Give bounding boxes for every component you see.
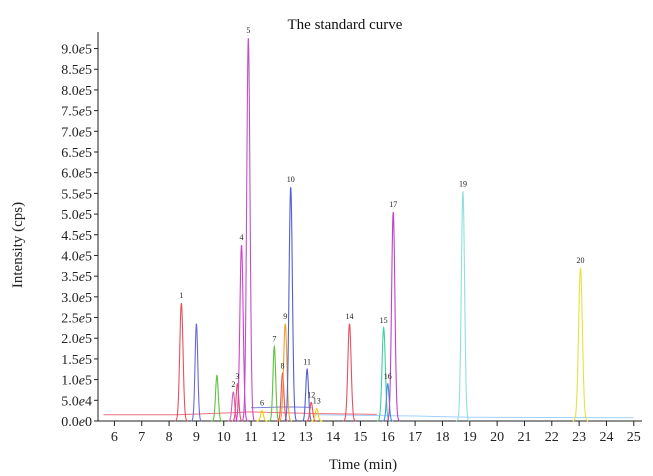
axis-layer: 6 7 8 9 10 11 12 13 14 15 16 17 18 19 20 21 22 23 24 250.0e…: [61, 32, 642, 445]
x-tick-label: 18: [435, 430, 449, 445]
x-axis-title: Time (min): [329, 457, 397, 473]
peak-trace: [268, 344, 280, 422]
peak-label: 4: [240, 233, 244, 242]
peak-trace: [301, 367, 313, 422]
peak-label: 5: [246, 26, 250, 35]
peak-label: 15: [380, 316, 388, 325]
x-tick-label: 8: [166, 430, 173, 445]
y-tick-label: 6.0e5: [61, 167, 92, 182]
peak-label: 1: [179, 291, 183, 300]
x-tick-label: 20: [490, 430, 504, 445]
peak-label: 6: [260, 399, 264, 408]
peak-trace: [386, 211, 400, 422]
y-tick-label: 8.5e5: [61, 63, 92, 78]
peak-trace: [572, 267, 589, 422]
y-axis-title: Intensity (cps): [10, 202, 26, 288]
peak-trace: [227, 391, 239, 422]
peak-trace: [256, 410, 268, 422]
peak-label: 2: [231, 380, 235, 389]
x-tick-label: 25: [627, 430, 641, 445]
x-tick-label: 17: [408, 430, 422, 445]
x-tick-label: 21: [517, 430, 531, 445]
peak-label: 14: [345, 312, 353, 321]
y-tick-label: 2.0e5: [61, 332, 92, 347]
peak-trace: [231, 382, 243, 422]
x-tick-label: 11: [244, 430, 257, 445]
y-tick-label: 8.0e5: [61, 84, 92, 99]
peak-label: 9: [283, 312, 287, 321]
peak-trace: [174, 302, 189, 422]
y-tick-label: 4.5e5: [61, 229, 92, 244]
x-tick-label: 6: [111, 430, 118, 445]
baseline-trace: [103, 411, 377, 416]
peak-trace: [456, 191, 470, 422]
x-tick-label: 13: [299, 430, 313, 445]
peak-label: 10: [287, 175, 295, 184]
peak-trace: [305, 401, 317, 422]
x-tick-label: 12: [271, 430, 285, 445]
baseline-trace: [313, 414, 634, 419]
x-tick-label: 9: [193, 430, 200, 445]
peak-trace: [277, 372, 289, 422]
peak-trace: [342, 323, 357, 422]
x-tick-label: 22: [545, 430, 559, 445]
x-tick-label: 19: [463, 430, 477, 445]
y-tick-label: 2.5e5: [61, 312, 92, 327]
peak-label: 20: [576, 256, 584, 265]
peak-label: 19: [459, 179, 467, 188]
peak-trace: [311, 407, 323, 422]
peak-trace: [241, 38, 256, 422]
y-tick-label: 3.0e5: [61, 291, 92, 306]
peak-trace: [234, 245, 249, 422]
chart-title: The standard curve: [288, 17, 403, 33]
y-tick-label: 5.0e5: [61, 208, 92, 223]
baseline-layer: [103, 406, 634, 419]
y-tick-label: 0.0e0: [61, 415, 92, 430]
y-tick-label: 5.0e4: [61, 394, 92, 409]
peak-label: 12: [307, 390, 315, 399]
peak-label: 8: [281, 361, 285, 370]
peak-trace: [190, 323, 202, 422]
y-tick-label: 9.0e5: [61, 43, 92, 58]
y-tick-label: 4.0e5: [61, 249, 92, 264]
peak-trace: [278, 323, 292, 422]
x-tick-label: 23: [572, 430, 586, 445]
y-tick-label: 1.0e5: [61, 374, 92, 389]
x-tick-label: 24: [599, 430, 613, 445]
peak-layer: [174, 38, 589, 422]
peak-trace: [284, 187, 298, 422]
peak-label: 7: [272, 335, 276, 344]
x-tick-label: 16: [381, 430, 395, 445]
y-tick-label: 7.0e5: [61, 125, 92, 140]
y-tick-label: 5.5e5: [61, 187, 92, 202]
x-tick-label: 15: [353, 430, 367, 445]
x-tick-label: 7: [138, 430, 145, 445]
y-tick-label: 6.5e5: [61, 146, 92, 161]
y-tick-label: 7.5e5: [61, 105, 92, 120]
y-tick-label: 1.5e5: [61, 353, 92, 368]
x-tick-label: 10: [217, 430, 231, 445]
y-tick-label: 3.5e5: [61, 270, 92, 285]
peak-label: 11: [303, 357, 311, 366]
peak-trace: [382, 382, 394, 422]
peak-label: 17: [389, 200, 397, 209]
peak-label: 13: [313, 397, 321, 406]
peak-label: 16: [384, 372, 392, 381]
peak-trace: [211, 374, 223, 422]
peak-label: 3: [235, 372, 239, 381]
x-tick-label: 14: [326, 430, 340, 445]
